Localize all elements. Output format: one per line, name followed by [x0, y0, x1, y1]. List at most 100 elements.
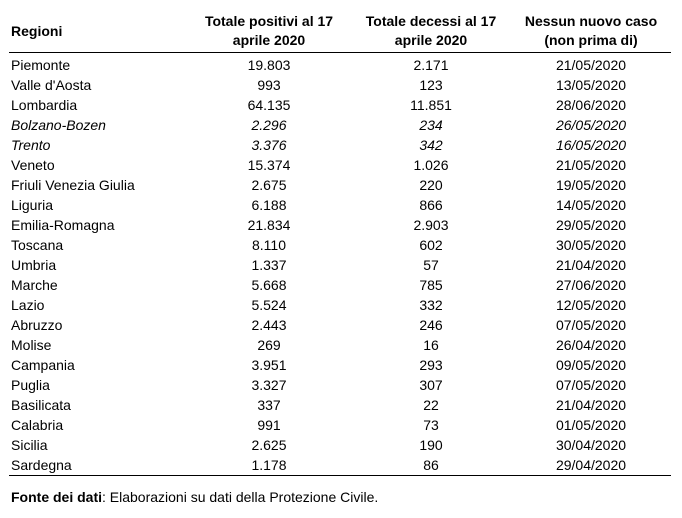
region-cell: Molise [11, 337, 52, 353]
total-positives-cell: 2.675 [251, 177, 287, 193]
total-deaths-cell: 22 [423, 397, 439, 413]
no-new-case-date-cell: 07/05/2020 [555, 377, 627, 393]
total-positives-cell: 3.376 [251, 137, 287, 153]
region-cell: Liguria [11, 197, 54, 213]
total-deaths-cell: 2.903 [413, 217, 449, 233]
region-cell: Emilia-Romagna [11, 217, 115, 233]
total-deaths-cell: 1.026 [413, 157, 449, 173]
table-row: Emilia-Romagna 21.834 2.903 29/05/2020 [9, 215, 671, 235]
no-new-case-date-cell: 01/05/2020 [555, 417, 627, 433]
total-deaths-cell: 16 [423, 337, 439, 353]
no-new-case-date-cell: 29/05/2020 [555, 217, 627, 233]
source-note-text: : Elaborazioni su dati della Protezione … [102, 489, 379, 505]
table-row: Campania 3.951 293 09/05/2020 [9, 355, 671, 375]
region-cell: Calabria [11, 417, 64, 433]
total-deaths-cell: 866 [419, 197, 443, 213]
table-row: Sardegna 1.178 86 29/04/2020 [9, 455, 671, 476]
table-row: Friuli Venezia Giulia 2.675 220 19/05/2020 [9, 175, 671, 195]
no-new-case-date-cell: 21/04/2020 [555, 257, 627, 273]
total-positives-cell: 3.951 [251, 357, 287, 373]
table-row: Lazio 5.524 332 12/05/2020 [9, 295, 671, 315]
table-row: Sicilia 2.625 190 30/04/2020 [9, 435, 671, 455]
table-row: Liguria 6.188 866 14/05/2020 [9, 195, 671, 215]
total-positives-cell: 19.803 [247, 57, 291, 73]
total-positives-cell: 269 [257, 337, 281, 353]
region-cell: Marche [11, 277, 58, 293]
header-total-positives: Totale positivi al 17 aprile 2020 [187, 10, 351, 53]
header-total-deaths-line1: Totale decessi al 17 [365, 13, 497, 29]
no-new-case-date-cell: 21/05/2020 [555, 57, 627, 73]
no-new-case-date-cell: 13/05/2020 [555, 77, 627, 93]
region-cell: Friuli Venezia Giulia [11, 177, 135, 193]
table-row: Piemonte 19.803 2.171 21/05/2020 [9, 53, 671, 76]
total-positives-cell: 991 [257, 417, 281, 433]
region-cell: Puglia [11, 377, 50, 393]
total-deaths-cell: 2.171 [413, 57, 449, 73]
total-positives-cell: 337 [257, 397, 281, 413]
table-body: Piemonte 19.803 2.171 21/05/2020 Valle d'Aos… [9, 53, 671, 476]
region-cell: Campania [11, 357, 75, 373]
region-cell: Bolzano-Bozen [11, 117, 106, 133]
table-row: Basilicata 337 22 21/04/2020 [9, 395, 671, 415]
source-note: Fonte dei dati: Elaborazioni su dati del… [11, 488, 378, 506]
total-deaths-cell: 220 [419, 177, 443, 193]
total-positives-cell: 2.443 [251, 317, 287, 333]
region-cell: Trento [11, 137, 51, 153]
total-positives-cell: 1.337 [251, 257, 287, 273]
total-positives-cell: 5.668 [251, 277, 287, 293]
header-total-deaths: Totale decessi al 17 aprile 2020 [351, 10, 511, 53]
table-row: Abruzzo 2.443 246 07/05/2020 [9, 315, 671, 335]
region-cell: Valle d'Aosta [11, 77, 92, 93]
total-positives-cell: 8.110 [252, 237, 286, 253]
header-no-new-case-line2: (non prima di) [544, 32, 638, 48]
total-deaths-cell: 123 [419, 77, 443, 93]
header-row: Regioni Totale positivi al 17 aprile 202… [9, 10, 671, 53]
total-deaths-cell: 11.851 [410, 97, 452, 113]
total-deaths-cell: 246 [419, 317, 443, 333]
table-row: Marche 5.668 785 27/06/2020 [9, 275, 671, 295]
no-new-case-date-cell: 26/04/2020 [555, 337, 627, 353]
table-row: Molise 269 16 26/04/2020 [9, 335, 671, 355]
no-new-case-date-cell: 26/05/2020 [555, 117, 627, 133]
total-positives-cell: 21.834 [247, 217, 291, 233]
header-total-positives-line2: aprile 2020 [232, 32, 306, 48]
region-cell: Toscana [11, 237, 64, 253]
table-row: Puglia 3.327 307 07/05/2020 [9, 375, 671, 395]
total-positives-cell: 993 [257, 77, 281, 93]
no-new-case-date-cell: 09/05/2020 [555, 357, 627, 373]
no-new-case-date-cell: 14/05/2020 [555, 197, 627, 213]
no-new-case-date-cell: 21/05/2020 [555, 157, 627, 173]
region-cell: Lazio [11, 297, 45, 313]
total-positives-cell: 2.296 [251, 117, 287, 133]
table-row: Valle d'Aosta 993 123 13/05/2020 [9, 75, 671, 95]
no-new-case-date-cell: 16/05/2020 [555, 137, 627, 153]
header-regions: Regioni [11, 22, 63, 39]
table-row: Bolzano-Bozen 2.296 234 26/05/2020 [9, 115, 671, 135]
total-deaths-cell: 332 [419, 297, 443, 313]
no-new-case-date-cell: 30/05/2020 [555, 237, 627, 253]
no-new-case-date-cell: 21/04/2020 [555, 397, 627, 413]
total-positives-cell: 5.524 [251, 297, 287, 313]
region-cell: Piemonte [11, 57, 71, 73]
region-cell: Abruzzo [11, 317, 63, 333]
table-row: Toscana 8.110 602 30/05/2020 [9, 235, 671, 255]
table-row: Lombardia 64.135 11.851 28/06/2020 [9, 95, 671, 115]
total-positives-cell: 15.374 [247, 157, 291, 173]
header-total-positives-line1: Totale positivi al 17 [204, 13, 334, 29]
total-positives-cell: 2.625 [251, 437, 287, 453]
region-cell: Lombardia [11, 97, 78, 113]
source-note-label: Fonte dei dati [11, 489, 102, 505]
no-new-case-date-cell: 28/06/2020 [555, 97, 627, 113]
no-new-case-date-cell: 07/05/2020 [555, 317, 627, 333]
no-new-case-date-cell: 29/04/2020 [555, 457, 627, 473]
region-cell: Sicilia [11, 437, 48, 453]
total-positives-cell: 3.327 [251, 377, 287, 393]
table-row: Veneto 15.374 1.026 21/05/2020 [9, 155, 671, 175]
total-deaths-cell: 342 [419, 137, 443, 153]
total-deaths-cell: 73 [423, 417, 439, 433]
total-positives-cell: 1.178 [251, 457, 287, 473]
region-cell: Basilicata [11, 397, 71, 413]
total-deaths-cell: 602 [419, 237, 443, 253]
table-row: Umbria 1.337 57 21/04/2020 [9, 255, 671, 275]
